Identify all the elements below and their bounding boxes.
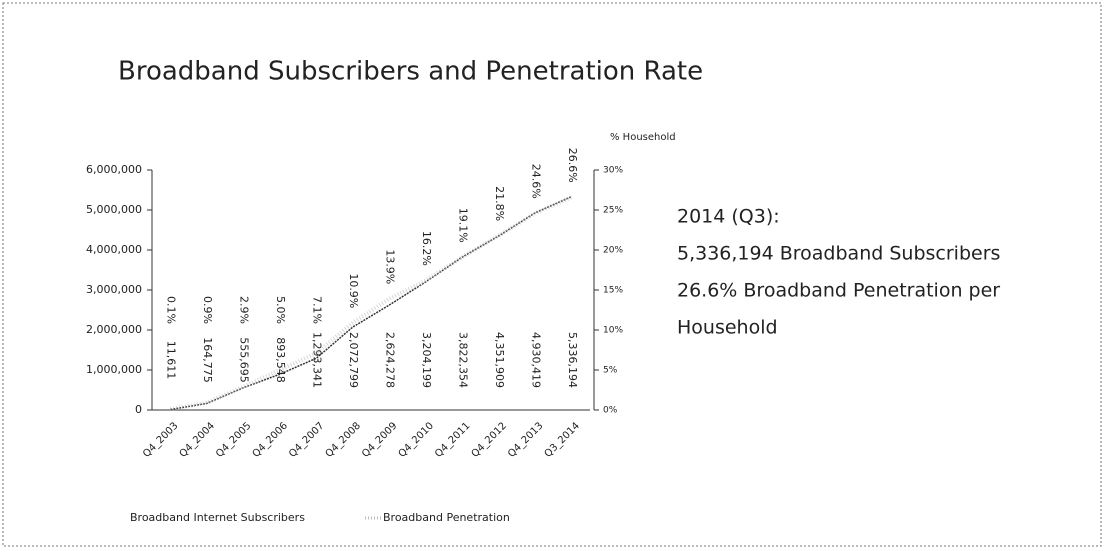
data-label: 4,930,419: [529, 332, 542, 388]
x-tick-label: Q4_2012: [470, 420, 509, 459]
y-tick-label: 0: [135, 403, 142, 416]
y2-tick-label: 25%: [603, 206, 623, 216]
x-tick-label: Q4_2009: [360, 420, 399, 459]
data-label: 7.1%: [310, 296, 323, 324]
x-tick-label: Q4_2004: [178, 420, 217, 459]
data-label: 5,336,194: [566, 332, 579, 388]
series-line: [170, 195, 573, 411]
data-label: 24.6%: [529, 164, 542, 199]
y-tick-label: 1,000,000: [86, 363, 142, 376]
data-label: 16.2%: [420, 231, 433, 266]
data-label: 2,072,799: [347, 332, 360, 388]
data-label: 19.1%: [456, 208, 469, 243]
y2-tick-label: 20%: [603, 246, 623, 256]
x-tick-label: Q4_2003: [141, 420, 180, 459]
annotation: 5,336,194 Broadband Subscribers: [677, 243, 1000, 265]
legend-label: Broadband Internet Subscribers: [130, 511, 305, 524]
y-tick-label: 2,000,000: [86, 323, 142, 336]
data-label: 164,775: [201, 337, 214, 383]
data-label: 3,822,354: [456, 332, 469, 388]
data-label: 0.9%: [201, 296, 214, 324]
data-label: 13.9%: [383, 249, 396, 284]
data-label: 26.6%: [566, 148, 579, 183]
y-tick-label: 3,000,000: [86, 283, 142, 296]
x-tick-label: Q4_2008: [324, 420, 363, 459]
data-label: 4,351,909: [493, 332, 506, 388]
data-label: 11,611: [164, 341, 177, 380]
chart-title: Broadband Subscribers and Penetration Ra…: [118, 57, 703, 87]
data-label: 555,695: [237, 337, 250, 383]
y2-axis-label: % Household: [610, 132, 676, 143]
annotation: 2014 (Q3):: [677, 206, 780, 228]
x-tick-label: Q3_2014: [543, 420, 582, 459]
x-tick-label: Q4_2010: [397, 420, 436, 459]
y-tick-label: 4,000,000: [86, 243, 142, 256]
x-tick-label: Q4_2006: [251, 420, 290, 459]
y2-tick-label: 0%: [603, 406, 618, 416]
annotation: Household: [677, 317, 778, 339]
data-label: 10.9%: [347, 273, 360, 308]
data-label: 0.1%: [164, 296, 177, 324]
y-tick-label: 6,000,000: [86, 163, 142, 176]
y2-tick-label: 5%: [603, 366, 618, 376]
data-label: 5.0%: [274, 296, 287, 324]
x-tick-label: Q4_2011: [433, 420, 472, 459]
x-tick-label: Q4_2007: [287, 420, 326, 459]
legend-label: Broadband Penetration: [383, 511, 510, 524]
annotation: 26.6% Broadband Penetration per: [677, 280, 1000, 302]
data-label: 2.9%: [237, 296, 250, 324]
data-label: 893,548: [274, 337, 287, 383]
y2-tick-label: 30%: [603, 166, 623, 176]
y-tick-label: 5,000,000: [86, 203, 142, 216]
data-label: 2,624,278: [383, 332, 396, 388]
data-label: 21.8%: [493, 186, 506, 221]
x-tick-label: Q4_2005: [214, 420, 253, 459]
y2-tick-label: 10%: [603, 326, 623, 336]
series-line: [169, 195, 573, 412]
y2-tick-label: 15%: [603, 286, 623, 296]
data-label: 1,293,341: [310, 332, 323, 388]
x-tick-label: Q4_2013: [506, 420, 545, 459]
data-label: 3,204,199: [420, 332, 433, 388]
